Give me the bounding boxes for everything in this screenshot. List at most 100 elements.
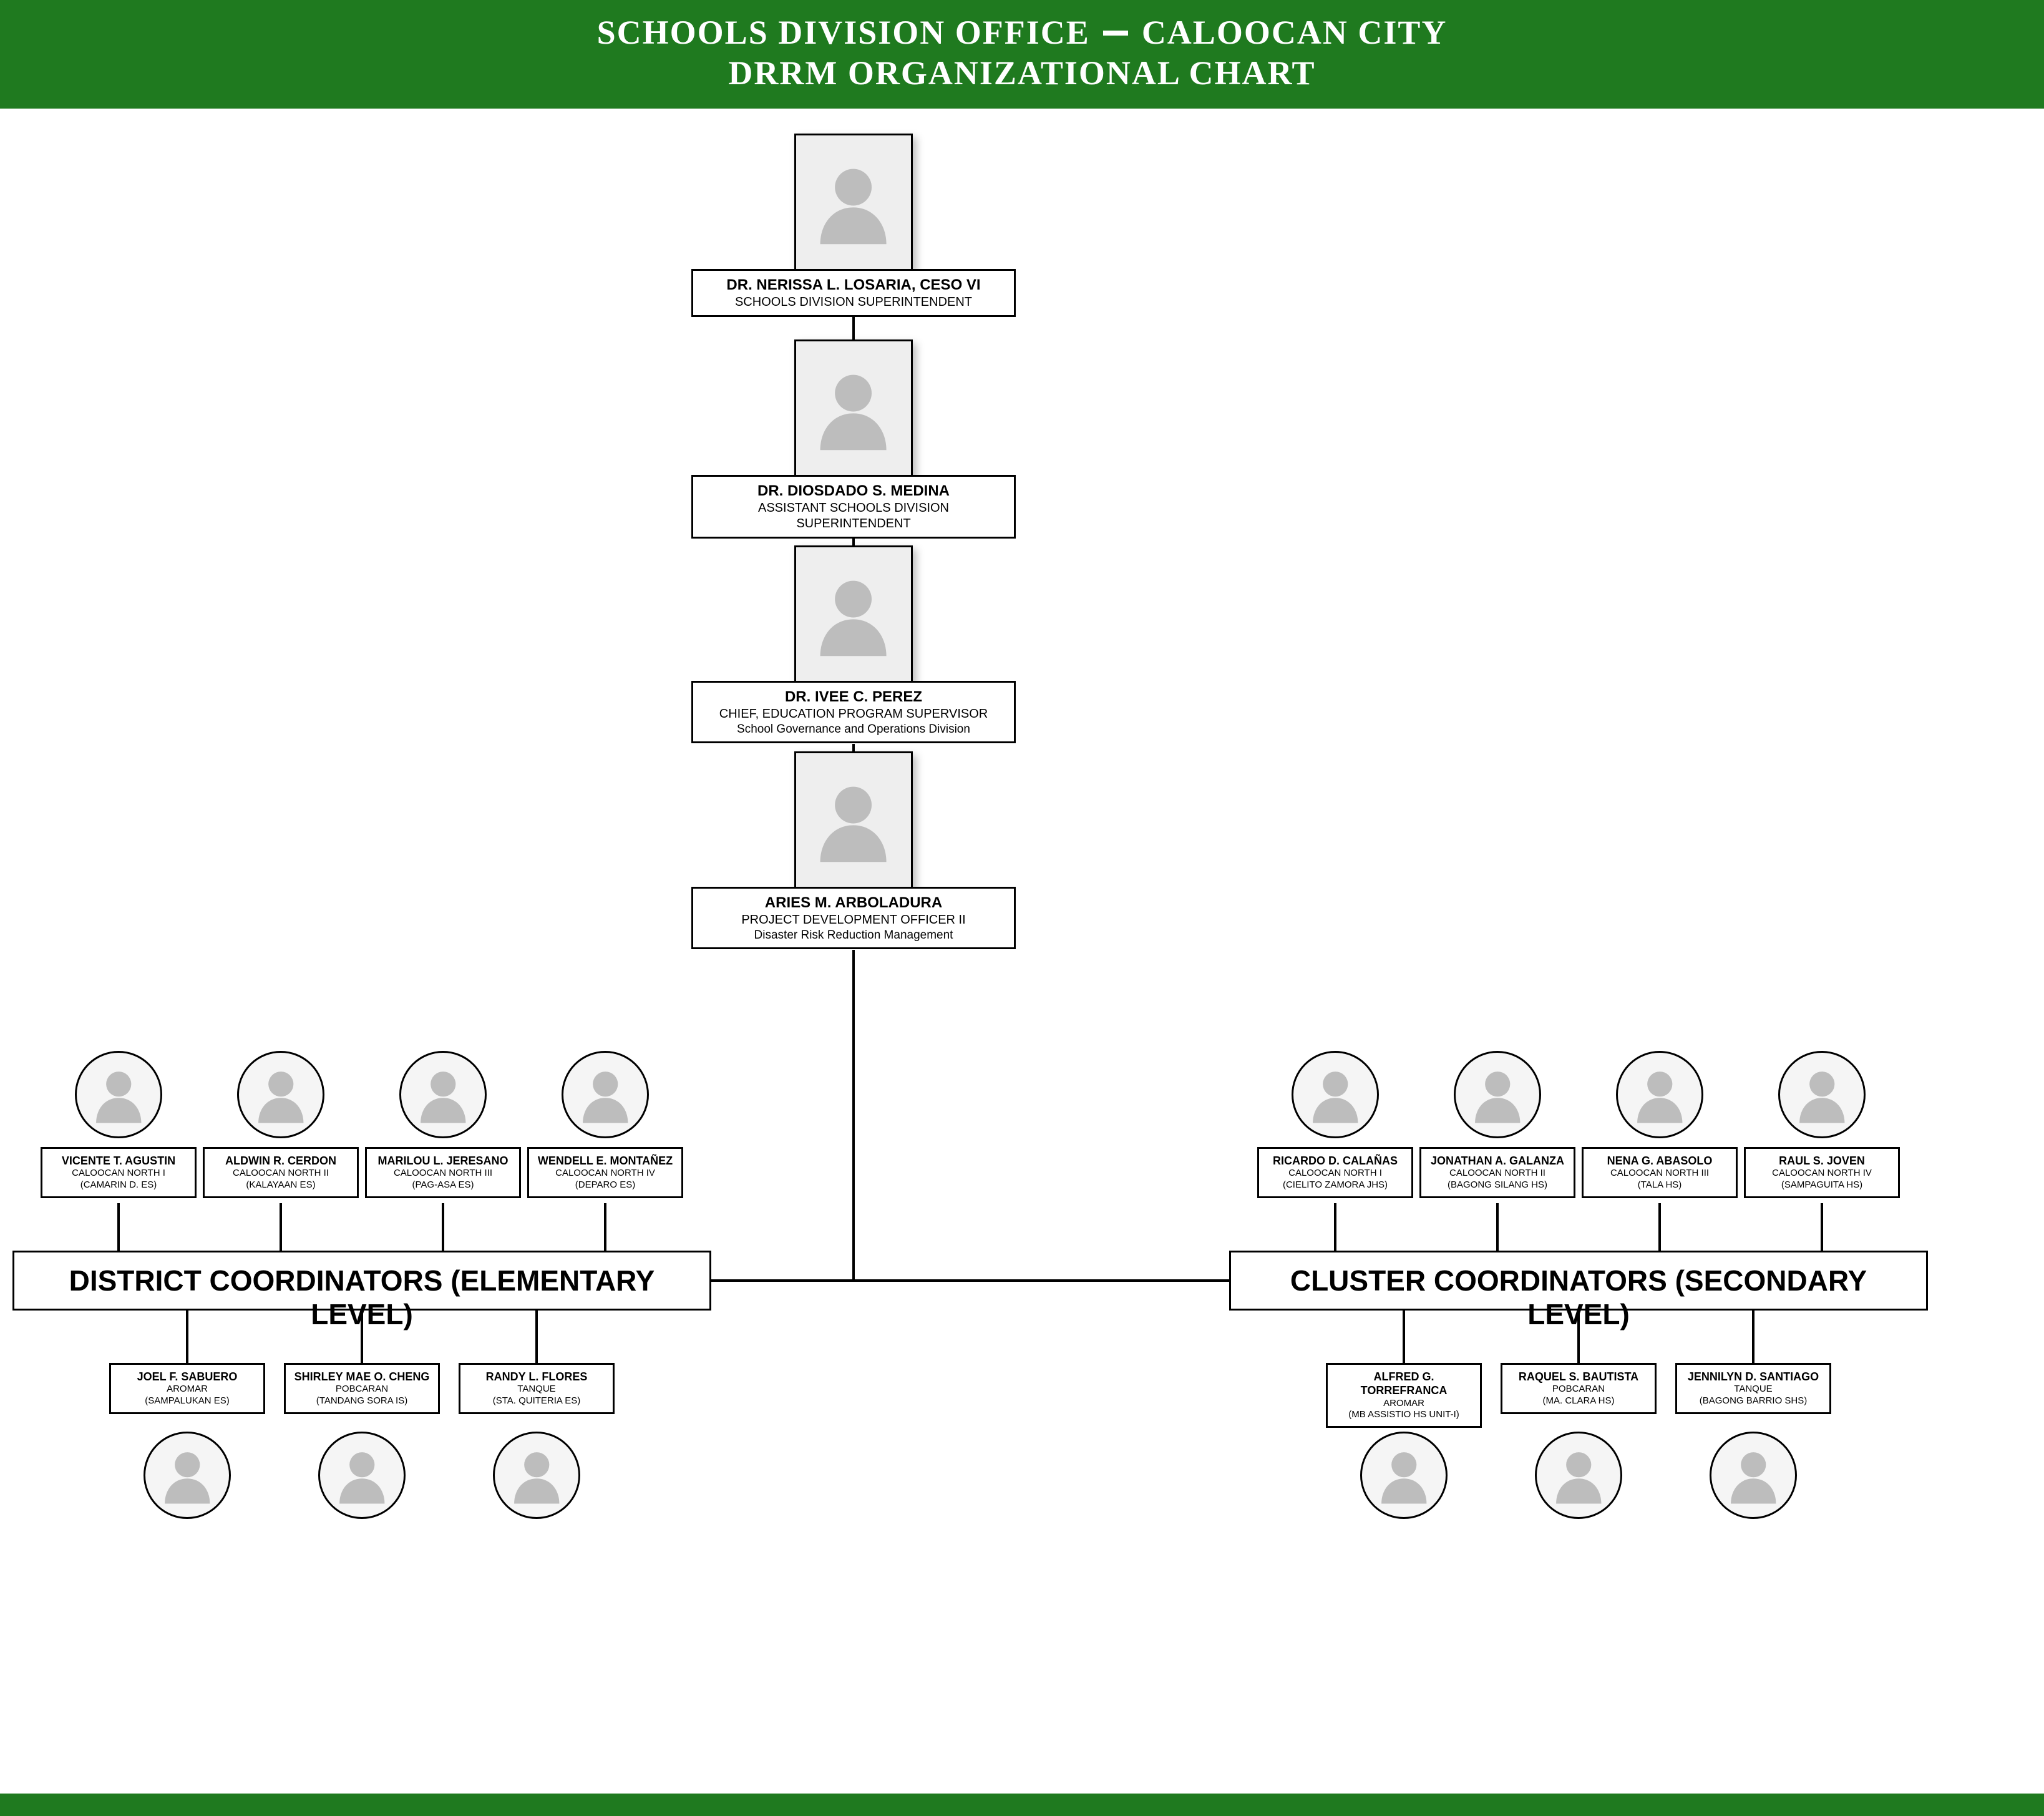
chain-photo-0 xyxy=(794,134,913,271)
left-bottom-photo-0 xyxy=(144,1432,231,1519)
person-subtitle: (TALA HS) xyxy=(1590,1179,1730,1191)
person-subtitle: (CAMARIN D. ES) xyxy=(49,1179,188,1191)
chain-label-0: DR. NERISSA L. LOSARIA, CESO VISCHOOLS D… xyxy=(691,269,1016,317)
connector-line xyxy=(852,317,855,339)
person-title: SCHOOLS DIVISION SUPERINTENDENT xyxy=(699,295,1008,310)
right-bottom-photo-0 xyxy=(1360,1432,1448,1519)
header-line1b: CALOOCAN CITY xyxy=(1142,14,1448,51)
chain-photo-2 xyxy=(794,545,913,683)
person-title: CALOOCAN NORTH II xyxy=(211,1168,351,1179)
person-name: DR. DIOSDADO S. MEDINA xyxy=(699,482,1008,500)
left-title: DISTRICT COORDINATORS (ELEMENTARY LEVEL) xyxy=(12,1251,711,1311)
left-bottom-photo-2 xyxy=(493,1432,580,1519)
person-subtitle: School Governance and Operations Divisio… xyxy=(699,722,1008,737)
left-top-label-2: MARILOU L. JERESANOCALOOCAN NORTH III(PA… xyxy=(365,1147,521,1198)
org-chart-canvas: DR. NERISSA L. LOSARIA, CESO VISCHOOLS D… xyxy=(0,109,2044,1794)
right-bottom-photo-2 xyxy=(1710,1432,1797,1519)
person-name: ALFRED G. TORREFRANCA xyxy=(1334,1370,1474,1398)
person-name: VICENTE T. AGUSTIN xyxy=(49,1154,188,1168)
connector-line xyxy=(604,1203,606,1251)
person-name: JENNILYN D. SANTIAGO xyxy=(1683,1370,1823,1384)
connector-line xyxy=(1403,1311,1405,1363)
right-top-label-1: JONATHAN A. GALANZACALOOCAN NORTH II(BAG… xyxy=(1419,1147,1575,1198)
person-subtitle: (BAGONG SILANG HS) xyxy=(1428,1179,1567,1191)
right-top-label-0: RICARDO D. CALAÑASCALOOCAN NORTH I(CIELI… xyxy=(1257,1147,1413,1198)
connector-line xyxy=(852,539,855,545)
person-title: POBCARAN xyxy=(1509,1384,1648,1395)
footer-bar xyxy=(0,1794,2044,1816)
person-title: PROJECT DEVELOPMENT OFFICER II xyxy=(699,912,1008,928)
person-name: JOEL F. SABUERO xyxy=(117,1370,257,1384)
person-name: MARILOU L. JERESANO xyxy=(373,1154,513,1168)
right-title: CLUSTER COORDINATORS (SECONDARY LEVEL) xyxy=(1229,1251,1928,1311)
connector-line xyxy=(852,744,855,751)
person-title: CALOOCAN NORTH III xyxy=(1590,1168,1730,1179)
connector-line xyxy=(1334,1203,1336,1251)
right-top-photo-2 xyxy=(1616,1051,1703,1138)
connector-line xyxy=(117,1203,120,1251)
person-name: JONATHAN A. GALANZA xyxy=(1428,1154,1567,1168)
right-bottom-label-1: RAQUEL S. BAUTISTAPOBCARAN(MA. CLARA HS) xyxy=(1501,1363,1657,1414)
left-top-label-1: ALDWIN R. CERDONCALOOCAN NORTH II(KALAYA… xyxy=(203,1147,359,1198)
person-title: TANQUE xyxy=(467,1384,606,1395)
person-name: RANDY L. FLORES xyxy=(467,1370,606,1384)
left-bottom-photo-1 xyxy=(318,1432,406,1519)
right-top-photo-3 xyxy=(1778,1051,1866,1138)
left-top-photo-0 xyxy=(75,1051,162,1138)
right-top-photo-1 xyxy=(1454,1051,1541,1138)
connector-line xyxy=(1658,1203,1661,1251)
chain-label-2: DR. IVEE C. PEREZCHIEF, EDUCATION PROGRA… xyxy=(691,681,1016,744)
person-name: DR. NERISSA L. LOSARIA, CESO VI xyxy=(699,276,1008,295)
left-top-label-3: WENDELL E. MONTAÑEZCALOOCAN NORTH IV(DEP… xyxy=(527,1147,683,1198)
chain-label-3: ARIES M. ARBOLADURAPROJECT DEVELOPMENT O… xyxy=(691,887,1016,950)
person-title: AROMAR xyxy=(117,1384,257,1395)
person-title: CALOOCAN NORTH II xyxy=(1428,1168,1567,1179)
person-title: AROMAR xyxy=(1334,1398,1474,1410)
header-dash xyxy=(1103,31,1128,36)
person-title: CALOOCAN NORTH I xyxy=(49,1168,188,1179)
person-subtitle: (SAMPAGUITA HS) xyxy=(1752,1179,1892,1191)
person-name: WENDELL E. MONTAÑEZ xyxy=(535,1154,675,1168)
header-line1a: SCHOOLS DIVISION OFFICE xyxy=(597,14,1090,51)
header-line2: DRRM ORGANIZATIONAL CHART xyxy=(0,53,2044,94)
person-subtitle: (DEPARO ES) xyxy=(535,1179,675,1191)
person-subtitle: (MA. CLARA HS) xyxy=(1509,1395,1648,1407)
connector-line xyxy=(1496,1203,1499,1251)
person-subtitle: (MB ASSISTIO HS UNIT-I) xyxy=(1334,1409,1474,1421)
person-subtitle: (TANDANG SORA IS) xyxy=(292,1395,432,1407)
right-bottom-photo-1 xyxy=(1535,1432,1622,1519)
right-top-photo-0 xyxy=(1292,1051,1379,1138)
person-title: CALOOCAN NORTH I xyxy=(1265,1168,1405,1179)
right-top-label-2: NENA G. ABASOLOCALOOCAN NORTH III(TALA H… xyxy=(1582,1147,1738,1198)
connector-line xyxy=(1821,1203,1823,1251)
person-title: CHIEF, EDUCATION PROGRAM SUPERVISOR xyxy=(699,706,1008,722)
connector-line xyxy=(361,1311,363,1363)
person-subtitle: (CIELITO ZAMORA JHS) xyxy=(1265,1179,1405,1191)
left-bottom-label-1: SHIRLEY MAE O. CHENGPOBCARAN(TANDANG SOR… xyxy=(284,1363,440,1414)
left-bottom-label-2: RANDY L. FLORESTANQUE(STA. QUITERIA ES) xyxy=(459,1363,615,1414)
connector-line xyxy=(280,1203,282,1251)
person-title: POBCARAN xyxy=(292,1384,432,1395)
person-title: CALOOCAN NORTH IV xyxy=(1752,1168,1892,1179)
left-top-photo-1 xyxy=(237,1051,324,1138)
person-subtitle: (PAG-ASA ES) xyxy=(373,1179,513,1191)
person-name: RAQUEL S. BAUTISTA xyxy=(1509,1370,1648,1384)
person-title: ASSISTANT SCHOOLS DIVISION SUPERINTENDEN… xyxy=(699,500,1008,532)
person-subtitle: (BAGONG BARRIO SHS) xyxy=(1683,1395,1823,1407)
connector-line xyxy=(186,1311,188,1363)
person-subtitle: (STA. QUITERIA ES) xyxy=(467,1395,606,1407)
person-title: CALOOCAN NORTH III xyxy=(373,1168,513,1179)
person-title: CALOOCAN NORTH IV xyxy=(535,1168,675,1179)
connector-line xyxy=(1752,1311,1754,1363)
person-name: NENA G. ABASOLO xyxy=(1590,1154,1730,1168)
right-bottom-label-2: JENNILYN D. SANTIAGOTANQUE(BAGONG BARRIO… xyxy=(1675,1363,1831,1414)
chain-photo-3 xyxy=(794,751,913,889)
person-name: SHIRLEY MAE O. CHENG xyxy=(292,1370,432,1384)
person-subtitle: (SAMPALUKAN ES) xyxy=(117,1395,257,1407)
person-name: ALDWIN R. CERDON xyxy=(211,1154,351,1168)
person-title: TANQUE xyxy=(1683,1384,1823,1395)
chain-photo-1 xyxy=(794,339,913,477)
person-name: DR. IVEE C. PEREZ xyxy=(699,688,1008,706)
left-top-photo-2 xyxy=(399,1051,487,1138)
connector-line xyxy=(852,950,855,1281)
